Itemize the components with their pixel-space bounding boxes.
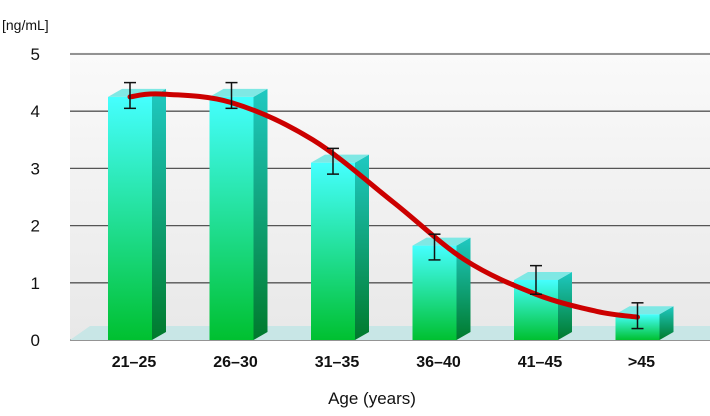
bar-front [209,96,254,341]
error-bar [530,264,542,295]
y-tick-label: 0 [31,331,40,350]
bar-side [253,88,268,341]
bar-side [659,306,674,340]
bar [108,88,166,341]
bar-front [412,245,457,340]
x-category-label: 36–40 [416,354,461,371]
y-tick-label: 2 [31,217,40,236]
x-category-label: 41–45 [518,354,563,371]
bar-side [152,88,166,341]
x-category-label: 31–35 [315,354,360,371]
error-bars [124,81,644,330]
bar [209,88,268,341]
bar [514,271,572,340]
error-bar [631,302,644,330]
bar-front [311,162,355,340]
y-axis-ticks: 0 1 2 3 4 5 [31,45,40,350]
y-tick-label: 5 [31,45,40,64]
y-tick-label: 1 [31,274,40,293]
bar [615,306,674,340]
x-category-label: 26–30 [213,354,258,371]
x-category-label: >45 [628,354,655,371]
bar-front [108,96,152,341]
bar-top [209,88,268,97]
bar-side [355,154,369,340]
unit-label: [ng/mL] [2,17,49,33]
plot-background [70,52,710,340]
error-bar [225,81,238,110]
x-axis-title: Age (years) [328,389,416,408]
error-bar [124,81,136,110]
bar-top [615,306,674,315]
x-category-label: 21–25 [112,354,157,371]
trend-line [127,91,640,320]
bar-top [514,271,572,280]
y-tick-label: 3 [31,159,40,178]
y-tick-label: 4 [31,102,40,121]
bars [108,88,674,341]
x-axis-categories: 21–25 26–30 31–35 36–40 41–45 >45 [112,354,655,371]
bar [311,154,369,340]
error-bar [428,233,441,261]
bar [412,237,471,340]
error-bar [327,147,339,175]
